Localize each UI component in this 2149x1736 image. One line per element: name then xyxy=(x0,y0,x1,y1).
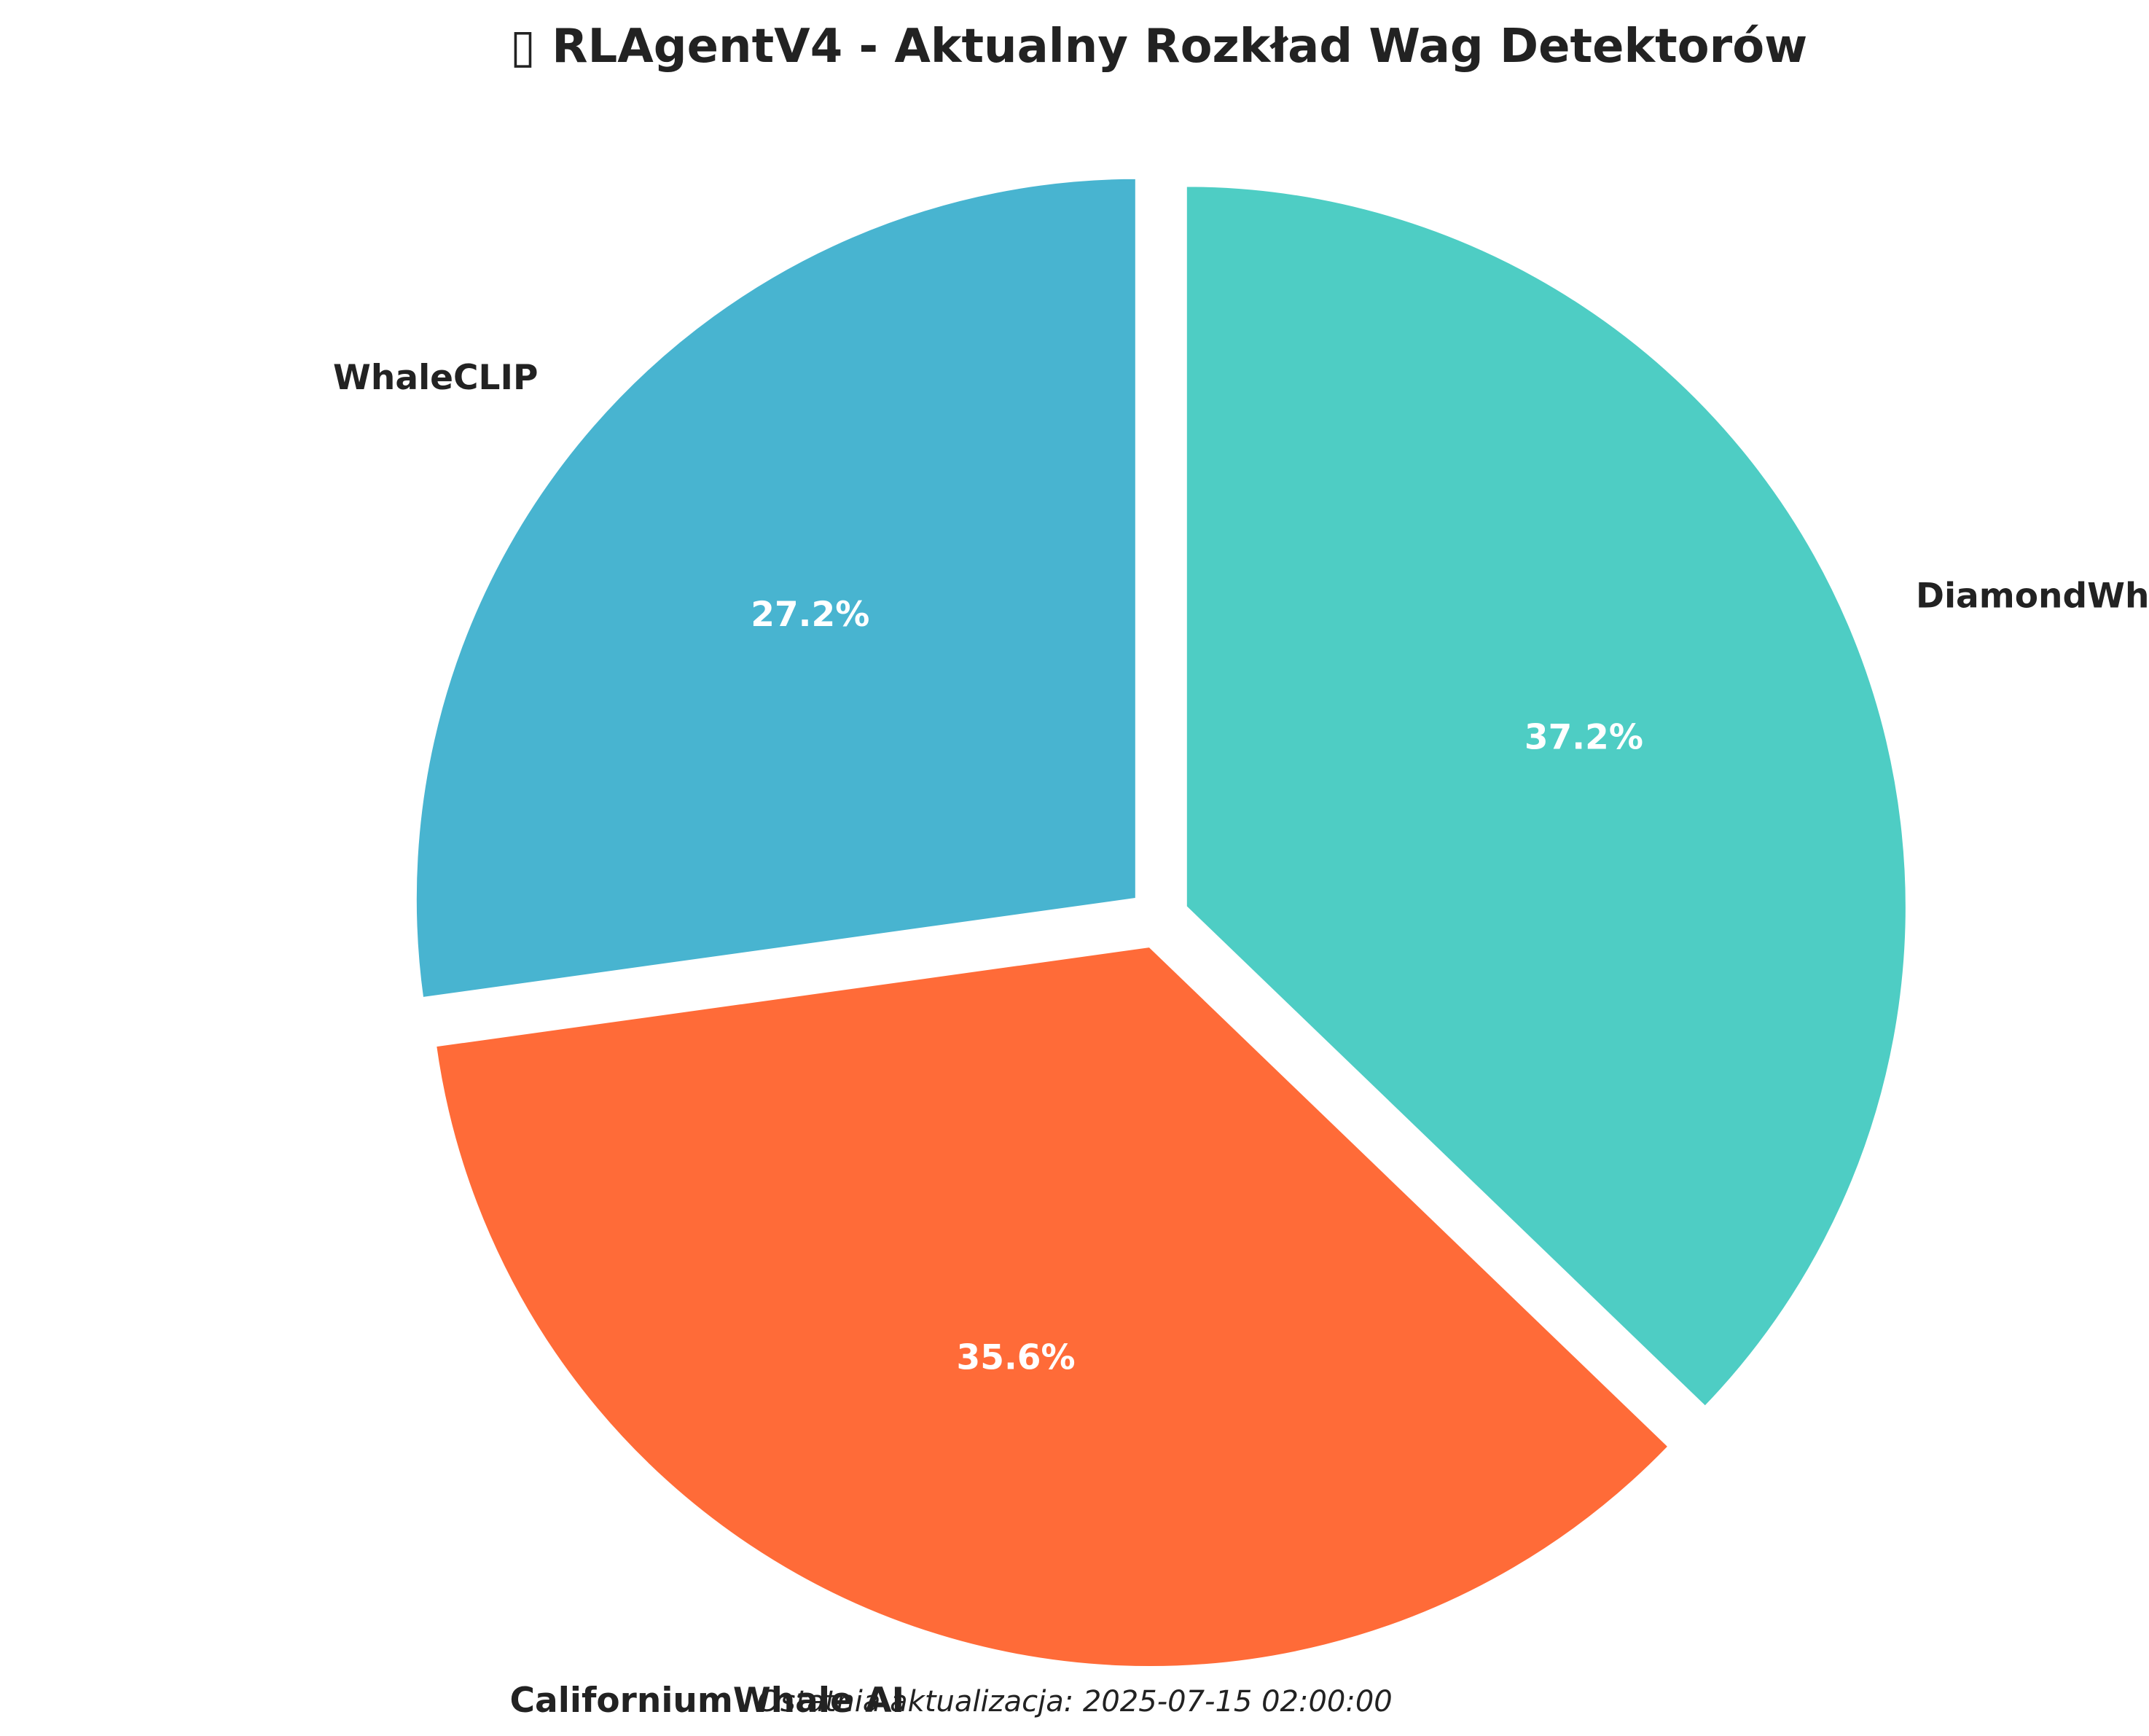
pie-labels: 27.2% WhaleCLIP 35.6% CaliforniumWhale AI 37… xyxy=(333,358,2149,1721)
slice-label-whaleclip: WhaleCLIP xyxy=(333,358,538,398)
pie-slice-diamondwhale-ai xyxy=(1183,184,1909,1409)
last-update-footer: Ostatnia aktualizacja: 2025-07-15 02:00:… xyxy=(757,1685,1392,1719)
pct-label-californiumwhale-ai: 35.6% xyxy=(957,1337,1076,1377)
pie-slices xyxy=(413,176,1909,1669)
chart-title: ▯ RLAgentV4 - Aktualny Rozkład Wag Detek… xyxy=(510,20,1808,74)
pct-label-whaleclip: 27.2% xyxy=(751,595,869,635)
slice-label-californiumwhale-ai: CaliforniumWhale AI xyxy=(510,1681,905,1721)
pie-slice-whaleclip xyxy=(413,176,1138,1001)
pct-label-diamondwhale-ai: 37.2% xyxy=(1524,717,1643,757)
slice-label-diamondwhale-ai: DiamondWhale AI xyxy=(1916,576,2149,617)
pie-slice-californiumwhale-ai xyxy=(433,944,1672,1669)
